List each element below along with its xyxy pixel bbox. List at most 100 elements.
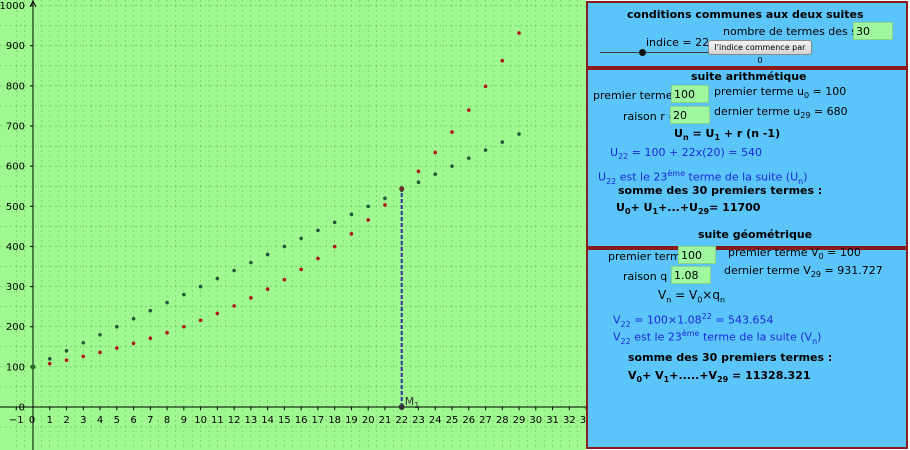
geometric-point bbox=[215, 311, 220, 316]
arith-sum-title: somme des 30 premiers termes : bbox=[618, 184, 823, 197]
geo-title: suite géométrique bbox=[698, 228, 813, 241]
arith-first-label: premier terme = bbox=[593, 89, 686, 102]
x-tick-label: 9 bbox=[181, 415, 187, 426]
x-tick-label: 21 bbox=[379, 415, 392, 426]
x-tick-label: 20 bbox=[362, 415, 375, 426]
y-tick-label: 0 bbox=[19, 403, 25, 414]
geometric-point bbox=[81, 354, 86, 359]
index-label: indice = 22 bbox=[646, 36, 710, 49]
x-tick-label: 5 bbox=[114, 415, 120, 426]
x-tick-label: 1 bbox=[47, 415, 53, 426]
n-terms-input[interactable]: 30 bbox=[853, 22, 893, 40]
x-tick-label: 8 bbox=[164, 415, 170, 426]
geometric-point bbox=[115, 346, 119, 350]
arithmetic-point bbox=[483, 148, 488, 152]
geometric-point bbox=[450, 130, 454, 134]
x-tick-label: 4 bbox=[97, 415, 103, 426]
arithmetic-point bbox=[232, 268, 236, 273]
arithmetic-point bbox=[450, 164, 454, 168]
arithmetic-point bbox=[249, 260, 253, 265]
x-tick-label: 0 bbox=[29, 415, 35, 426]
x-tick-label: 11 bbox=[211, 415, 224, 426]
arithmetic-point bbox=[198, 284, 203, 289]
x-tick-label: 7 bbox=[147, 415, 153, 426]
x-tick-label: 33 bbox=[580, 415, 586, 426]
y-tick-label: 1000 bbox=[0, 1, 25, 12]
x-tick-label: 28 bbox=[496, 415, 509, 426]
arithmetic-point bbox=[182, 292, 186, 297]
geometric-point bbox=[349, 231, 354, 236]
geo-ratio-input[interactable]: 1.08 bbox=[671, 266, 711, 284]
geometric-point bbox=[198, 318, 203, 323]
arith-last-info: dernier terme u29 = 680 bbox=[714, 105, 848, 121]
y-tick-label: 700 bbox=[6, 122, 25, 133]
geometric-point bbox=[165, 330, 169, 335]
geometric-point bbox=[232, 304, 236, 308]
arithmetic-point bbox=[64, 349, 69, 353]
x-tick-label: 15 bbox=[278, 415, 291, 426]
geometric-panel: premier terme 100 premier terme V0 = 100… bbox=[586, 246, 908, 449]
y-tick-label: 400 bbox=[6, 242, 25, 253]
geo-sum-title: somme des 30 premiers termes : bbox=[628, 351, 833, 364]
geometric-point bbox=[500, 58, 505, 63]
y-tick-label: 200 bbox=[6, 322, 25, 333]
graph-view[interactable]: −1 0 1 2 3 4 5 6 7 8 9 10 11 12 13 14 15 16 17 18 19 20 21 22 23… bbox=[0, 0, 586, 450]
geometric-point bbox=[249, 296, 253, 300]
geometric-point bbox=[383, 203, 387, 207]
x-tick-label: 27 bbox=[479, 415, 492, 426]
arithmetic-point bbox=[416, 180, 421, 185]
geo-last-info: dernier terme V29 = 931.727 bbox=[724, 264, 883, 280]
arithmetic-point bbox=[215, 276, 220, 281]
x-tick-label: 18 bbox=[328, 415, 341, 426]
common-conditions-panel: conditions communes aux deux suites nomb… bbox=[586, 1, 908, 68]
y-tick-label: 600 bbox=[6, 162, 25, 173]
n-terms-label: nombre de termes des suites bbox=[723, 25, 884, 38]
geometric-point bbox=[282, 277, 287, 282]
arith-sum: U0+ U1+...+U29= 11700 bbox=[616, 201, 761, 217]
arith-first-input[interactable]: 100 bbox=[671, 85, 709, 103]
x-tick-label: 26 bbox=[462, 415, 475, 426]
x-tick-label: 3 bbox=[80, 415, 86, 426]
x-tick-label: 13 bbox=[245, 415, 258, 426]
arithmetic-point bbox=[131, 316, 136, 321]
x-tick-label: 31 bbox=[546, 415, 559, 426]
arithmetic-point bbox=[148, 308, 153, 313]
y-tick-label: 100 bbox=[6, 362, 25, 373]
geo-sum: V0+ V1+.....+V29 = 11328.321 bbox=[628, 369, 811, 385]
arithmetic-point bbox=[500, 140, 505, 144]
arithmetic-point bbox=[366, 204, 371, 209]
arithmetic-point bbox=[165, 300, 169, 305]
arith-first-info: premier terme u0 = 100 bbox=[714, 85, 847, 101]
x-tick-label: 17 bbox=[312, 415, 325, 426]
arithmetic-point bbox=[47, 357, 52, 361]
index-start-button[interactable]: l'indice commence par 0 bbox=[708, 40, 812, 65]
geometric-point bbox=[332, 244, 337, 249]
arithmetic-point bbox=[265, 252, 270, 257]
arithmetic-point bbox=[282, 244, 287, 249]
arithmetic-point bbox=[433, 172, 438, 176]
geometric-point bbox=[98, 350, 102, 355]
x-tick-label: 10 bbox=[194, 415, 207, 426]
geometric-point bbox=[483, 84, 488, 89]
index-slider-track[interactable] bbox=[600, 52, 710, 53]
geo-first-input[interactable]: 100 bbox=[678, 246, 716, 264]
marker-point bbox=[398, 404, 405, 410]
x-tick-label: 24 bbox=[429, 415, 442, 426]
arith-ratio-input[interactable]: 20 bbox=[670, 106, 710, 124]
arithmetic-point bbox=[98, 332, 102, 337]
geometric-point bbox=[433, 150, 438, 155]
x-tick-label: 30 bbox=[529, 415, 542, 426]
arith-rank: U22 est le 23ème terme de la suite (Un) bbox=[598, 169, 808, 186]
index-slider-handle[interactable] bbox=[638, 49, 646, 56]
y-tick-label: 900 bbox=[6, 41, 25, 52]
x-tick-label: 14 bbox=[261, 415, 274, 426]
arithmetic-point bbox=[299, 236, 303, 241]
x-tick-label: 29 bbox=[513, 415, 526, 426]
arithmetic-point bbox=[383, 196, 387, 201]
geometric-point bbox=[64, 358, 69, 362]
geo-ratio-label: raison q = bbox=[623, 270, 680, 283]
arith-title: suite arithmétique bbox=[691, 70, 807, 83]
geo-formula: Vn = V0×qn bbox=[658, 288, 726, 305]
geometric-point bbox=[47, 361, 52, 366]
geometric-point bbox=[265, 287, 270, 291]
